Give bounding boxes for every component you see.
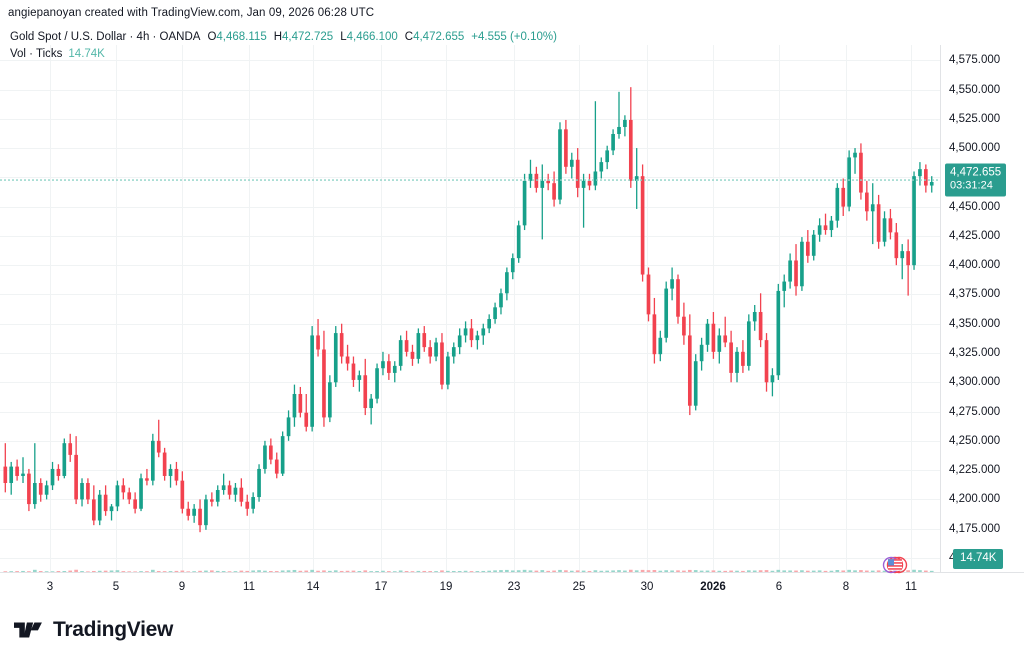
volume-indicator-label[interactable]: Vol · Ticks: [10, 48, 63, 60]
us-flag-event-icon[interactable]: [880, 554, 910, 576]
price-tick-label: 4,450.000: [949, 200, 1001, 213]
price-tick-label: 4,575.000: [949, 54, 1001, 67]
time-tick-label: 5: [112, 581, 120, 593]
price-tick-label: 4,500.000: [949, 142, 1001, 155]
tradingview-logo[interactable]: TradingView: [14, 618, 173, 642]
time-tick-label: 14: [306, 581, 320, 593]
price-tick-label: 4,225.000: [949, 464, 1001, 477]
price-tick-label: 4,250.000: [949, 434, 1001, 447]
time-tick-label: 23: [507, 581, 521, 593]
time-tick-label: 11: [243, 581, 255, 593]
price-scale[interactable]: 4,575.000 4,550.000 4,525.000 4,500.000 4,45…: [940, 45, 1024, 572]
time-tick-label: 8: [842, 581, 850, 593]
volume-value-badge[interactable]: 14.74K: [953, 549, 1004, 569]
price-tick-label: 4,400.000: [949, 259, 1001, 272]
symbol-title[interactable]: Gold Spot / U.S. Dollar · 4h · OANDA: [10, 31, 201, 43]
time-tick-label: 11: [905, 581, 917, 593]
open-value: O4,468.115: [207, 31, 267, 43]
price-tick-label: 4,525.000: [949, 112, 1001, 125]
current-price-value: 4,472.655: [950, 166, 1002, 179]
chart-legend: Gold Spot / U.S. Dollar · 4h · OANDA O4,…: [10, 30, 557, 62]
time-tick-label: 19: [439, 581, 453, 593]
price-tick-label: 4,300.000: [949, 376, 1001, 389]
change-value: +4.555 (+0.10%): [471, 31, 557, 43]
time-scale[interactable]: 3 5 9 11 14 17 19 23 25 30 2026 6 8 11: [0, 572, 1024, 602]
time-tick-label: 9: [178, 581, 186, 593]
price-tick-label: 4,425.000: [949, 229, 1001, 242]
price-tick-label: 4,325.000: [949, 347, 1001, 359]
attribution-text: angiepanoyan created with TradingView.co…: [8, 7, 375, 19]
chart-plot-area[interactable]: [0, 45, 940, 572]
legend-ohlc-row: Gold Spot / U.S. Dollar · 4h · OANDA O4,…: [10, 30, 557, 45]
volume-indicator-value: 14.74K: [68, 48, 105, 60]
high-value: H4,472.725: [273, 31, 334, 43]
current-price-badge[interactable]: 4,472.655 03:31:24: [945, 163, 1007, 197]
price-tick-label: 4,200.000: [949, 493, 1001, 506]
time-tick-label: 30: [640, 581, 654, 593]
legend-volume-row: Vol · Ticks 14.74K: [10, 47, 557, 62]
price-tick-label: 4,175.000: [949, 522, 1001, 535]
footer: TradingView: [0, 602, 1024, 661]
time-tick-label: 2026: [700, 581, 726, 593]
tradingview-mark-icon: [14, 622, 42, 638]
tradingview-wordmark: TradingView: [53, 618, 174, 641]
price-tick-label: 4,350.000: [949, 317, 1001, 330]
price-tick-label: 4,550.000: [949, 83, 1001, 96]
price-tick-label: 4,375.000: [949, 288, 1001, 301]
time-tick-label: 3: [46, 581, 54, 593]
candlestick-svg: [0, 45, 940, 572]
price-tick-label: 4,275.000: [949, 405, 1001, 418]
time-tick-label: 6: [775, 581, 783, 593]
bar-countdown: 03:31:24: [950, 179, 993, 192]
time-tick-label: 25: [572, 581, 586, 593]
time-tick-label: 17: [374, 581, 388, 593]
close-value: C4,472.655: [404, 31, 465, 43]
low-value: L4,466.100: [340, 31, 398, 43]
